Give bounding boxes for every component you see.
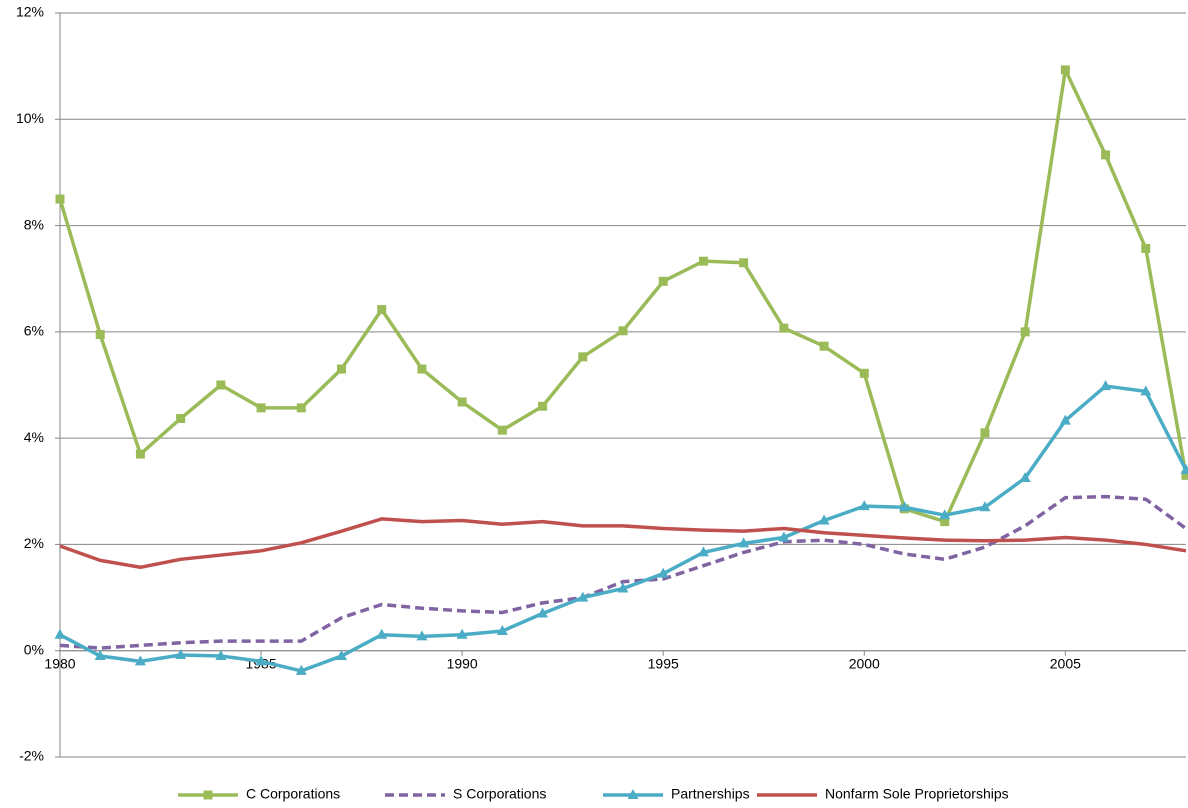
marker — [256, 403, 266, 413]
marker — [697, 546, 709, 557]
marker — [1141, 243, 1151, 253]
y-tick-label: -2% — [19, 748, 44, 764]
series-line — [59, 517, 1187, 570]
marker — [216, 380, 226, 390]
marker — [657, 567, 669, 578]
marker — [658, 276, 668, 286]
series-line — [58, 68, 1188, 524]
series — [54, 380, 1188, 675]
legend-item: Nonfarm Sole Proprietorships — [757, 786, 1009, 802]
marker — [819, 341, 829, 351]
marker — [134, 655, 146, 666]
legend-label: Nonfarm Sole Proprietorships — [825, 786, 1009, 802]
marker — [980, 428, 990, 438]
marker — [899, 501, 910, 512]
marker — [295, 664, 307, 675]
legend-label: Partnerships — [671, 786, 750, 802]
marker — [578, 352, 588, 362]
marker — [537, 607, 549, 618]
marker — [203, 790, 213, 800]
marker — [1020, 327, 1030, 337]
marker — [859, 368, 869, 378]
x-tick-label: 1990 — [447, 655, 478, 671]
legend-label: C Corporations — [246, 786, 340, 802]
marker — [336, 650, 347, 661]
marker — [176, 413, 186, 423]
y-tick-label: 8% — [24, 216, 44, 232]
marker — [456, 628, 468, 639]
y-tick-label: 6% — [24, 323, 44, 339]
marker — [457, 397, 467, 407]
marker — [778, 531, 790, 542]
legend-item: Partnerships — [603, 786, 750, 802]
y-tick-label: 2% — [24, 535, 44, 551]
marker — [979, 501, 991, 512]
marker — [255, 655, 267, 666]
marker — [698, 256, 708, 266]
marker — [940, 517, 950, 527]
y-tick-label: 12% — [16, 4, 44, 20]
marker — [377, 305, 387, 315]
marker — [1100, 380, 1112, 391]
marker — [496, 625, 508, 636]
marker — [1019, 472, 1031, 482]
marker — [779, 323, 789, 333]
marker — [94, 650, 106, 661]
marker — [939, 509, 951, 520]
marker — [337, 364, 346, 374]
x-tick-label: 2005 — [1050, 655, 1081, 671]
marker — [858, 500, 870, 511]
marker — [215, 650, 227, 661]
series — [59, 517, 1187, 570]
marker — [627, 789, 639, 799]
marker — [618, 326, 628, 336]
marker — [1140, 385, 1152, 396]
marker — [54, 628, 66, 639]
y-tick-label: 10% — [16, 110, 44, 126]
marker — [538, 401, 548, 411]
marker — [617, 582, 629, 593]
marker — [497, 425, 507, 435]
series — [55, 65, 1188, 527]
marker — [1101, 150, 1111, 160]
marker — [818, 514, 830, 525]
marker — [55, 194, 65, 204]
marker — [577, 591, 589, 602]
marker — [95, 330, 105, 340]
y-tick-label: 4% — [24, 429, 44, 445]
x-tick-label: 2000 — [849, 655, 880, 671]
marker — [175, 648, 187, 659]
marker — [739, 258, 749, 268]
x-tick-label: 1995 — [648, 655, 679, 671]
series-line — [59, 494, 1188, 650]
marker — [416, 630, 428, 641]
x-tick-label: 1980 — [44, 655, 75, 671]
marker — [135, 449, 145, 459]
marker — [1180, 464, 1188, 475]
marker — [376, 628, 388, 639]
legend-item: S Corporations — [385, 786, 546, 802]
marker — [1059, 414, 1071, 425]
y-tick-label: 0% — [24, 641, 44, 657]
marker — [1060, 65, 1070, 75]
marker — [296, 403, 306, 413]
marker — [1181, 470, 1188, 480]
marker — [738, 537, 750, 548]
legend-item: C Corporations — [178, 786, 340, 802]
legend-label: S Corporations — [453, 786, 546, 802]
marker — [417, 364, 427, 374]
series — [59, 494, 1188, 650]
